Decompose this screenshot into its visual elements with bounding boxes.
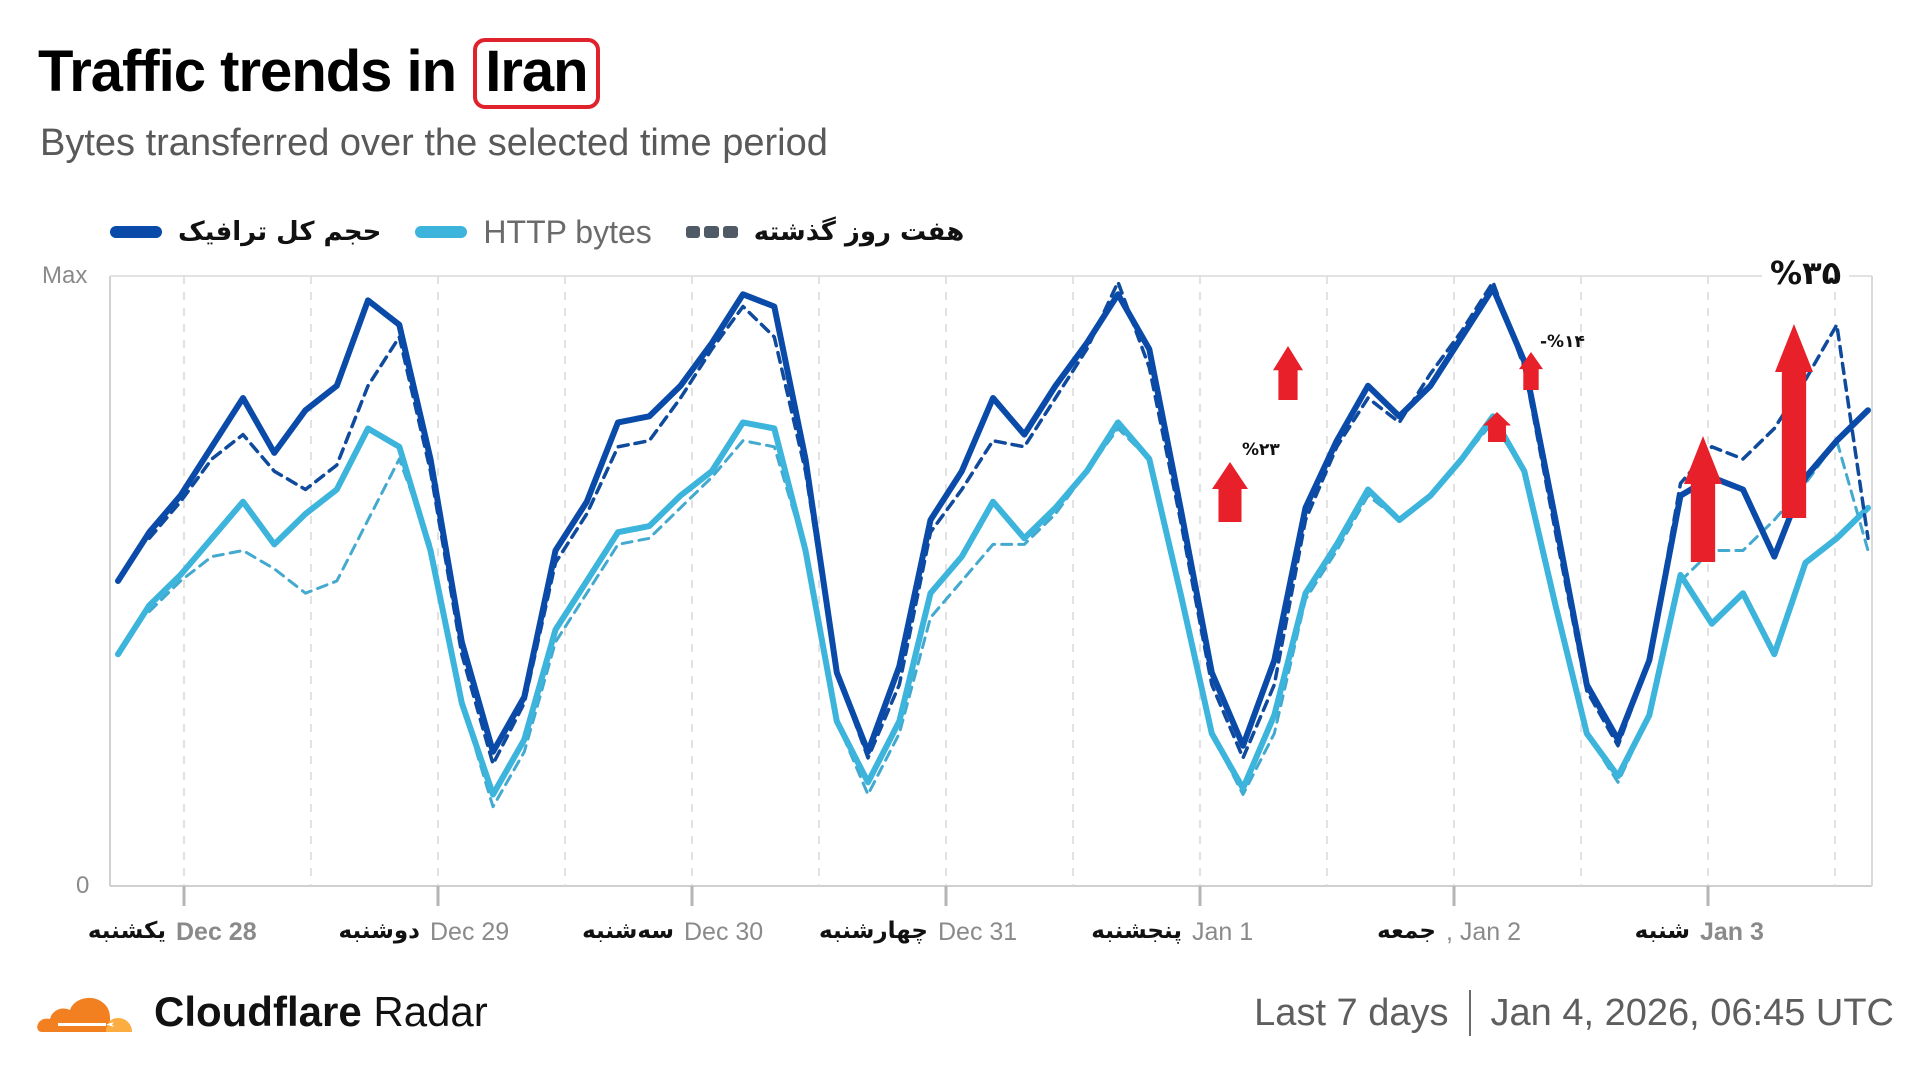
annotation-jan1: %۲۳ — [1242, 440, 1280, 460]
chart-grid — [109, 275, 1873, 906]
page-title: Traffic trends in Iran — [38, 38, 600, 109]
range-label: Last 7 days — [1254, 991, 1449, 1034]
red-up-arrow-icon — [1684, 436, 1722, 562]
x-tick-label: Jan 1 — [1192, 918, 1254, 946]
solid-line-swatch-icon — [110, 226, 162, 238]
divider — [1468, 990, 1471, 1036]
legend-item-http-bytes[interactable]: HTTP bytes — [415, 213, 652, 251]
x-tick-weekday-fa: پنجشنبه — [1091, 918, 1182, 944]
dashed-line-swatch-icon — [685, 226, 738, 238]
x-tick-weekday-fa: جمعه — [1377, 918, 1436, 944]
legend-label: حجم کل ترافیک — [178, 217, 382, 247]
solid-line-swatch-icon — [415, 226, 468, 238]
brand-name: Cloudflare Radar — [154, 988, 488, 1035]
series-line-1 — [115, 413, 1871, 798]
x-tick-label: Dec 30 — [684, 918, 764, 946]
red-up-arrow-icon — [1212, 462, 1248, 522]
x-tick-label: Jan 3 — [1700, 918, 1764, 946]
x-tick-weekday-fa: دوشنبه — [338, 918, 420, 944]
cloudflare-radar-logo[interactable]: Cloudflare Radar — [36, 988, 488, 1036]
red-up-arrow-icon — [1483, 412, 1511, 442]
red-up-arrow-icon — [1273, 346, 1303, 400]
legend-item-previous-7-days[interactable]: هفت روز گذشته — [685, 217, 965, 247]
x-tick-weekday-fa: یکشنبه — [87, 918, 166, 944]
country-name: Iran — [485, 39, 588, 104]
annotation-jan2: -%۱۴ — [1540, 332, 1585, 352]
red-up-arrow-icon — [1775, 324, 1813, 518]
series-line-0 — [115, 285, 1871, 755]
red-up-arrow-icon — [1519, 352, 1543, 390]
annotation-jan3: %۳۵ — [1762, 254, 1850, 292]
x-tick-weekday-fa: سه‌شنبه — [582, 918, 674, 944]
x-tick-weekday-fa: چهارشنبه — [819, 918, 928, 944]
x-tick-label: Dec 31 — [938, 918, 1018, 946]
page-subtitle: Bytes transferred over the selected time… — [40, 122, 828, 164]
title-prefix: Traffic trends in — [38, 39, 457, 104]
x-tick-label: , Jan 2 — [1446, 918, 1522, 946]
x-tick-weekday-fa: شنبه — [1634, 918, 1690, 944]
y-axis-max-label: Max — [42, 262, 88, 289]
legend-label: HTTP bytes — [483, 213, 652, 250]
time-range-info: Last 7 days Jan 4, 2026, 06:45 UTC — [1254, 990, 1894, 1036]
cloudflare-cloud-icon — [37, 997, 132, 1032]
chart-lines — [115, 280, 1871, 809]
x-tick-label: Dec 28 — [176, 918, 257, 946]
x-tick-label: Dec 29 — [430, 918, 510, 946]
legend-label: هفت روز گذشته — [753, 217, 965, 247]
timestamp-label: Jan 4, 2026, 06:45 UTC — [1490, 991, 1894, 1034]
chart-legend: حجم کل ترافیک HTTP bytes هفت روز گذشته — [110, 212, 964, 252]
legend-item-total-traffic[interactable]: حجم کل ترافیک — [110, 217, 381, 247]
country-highlight: Iran — [473, 38, 600, 109]
y-axis-zero-label: 0 — [76, 872, 90, 899]
annotation-arrows — [1212, 324, 1813, 562]
